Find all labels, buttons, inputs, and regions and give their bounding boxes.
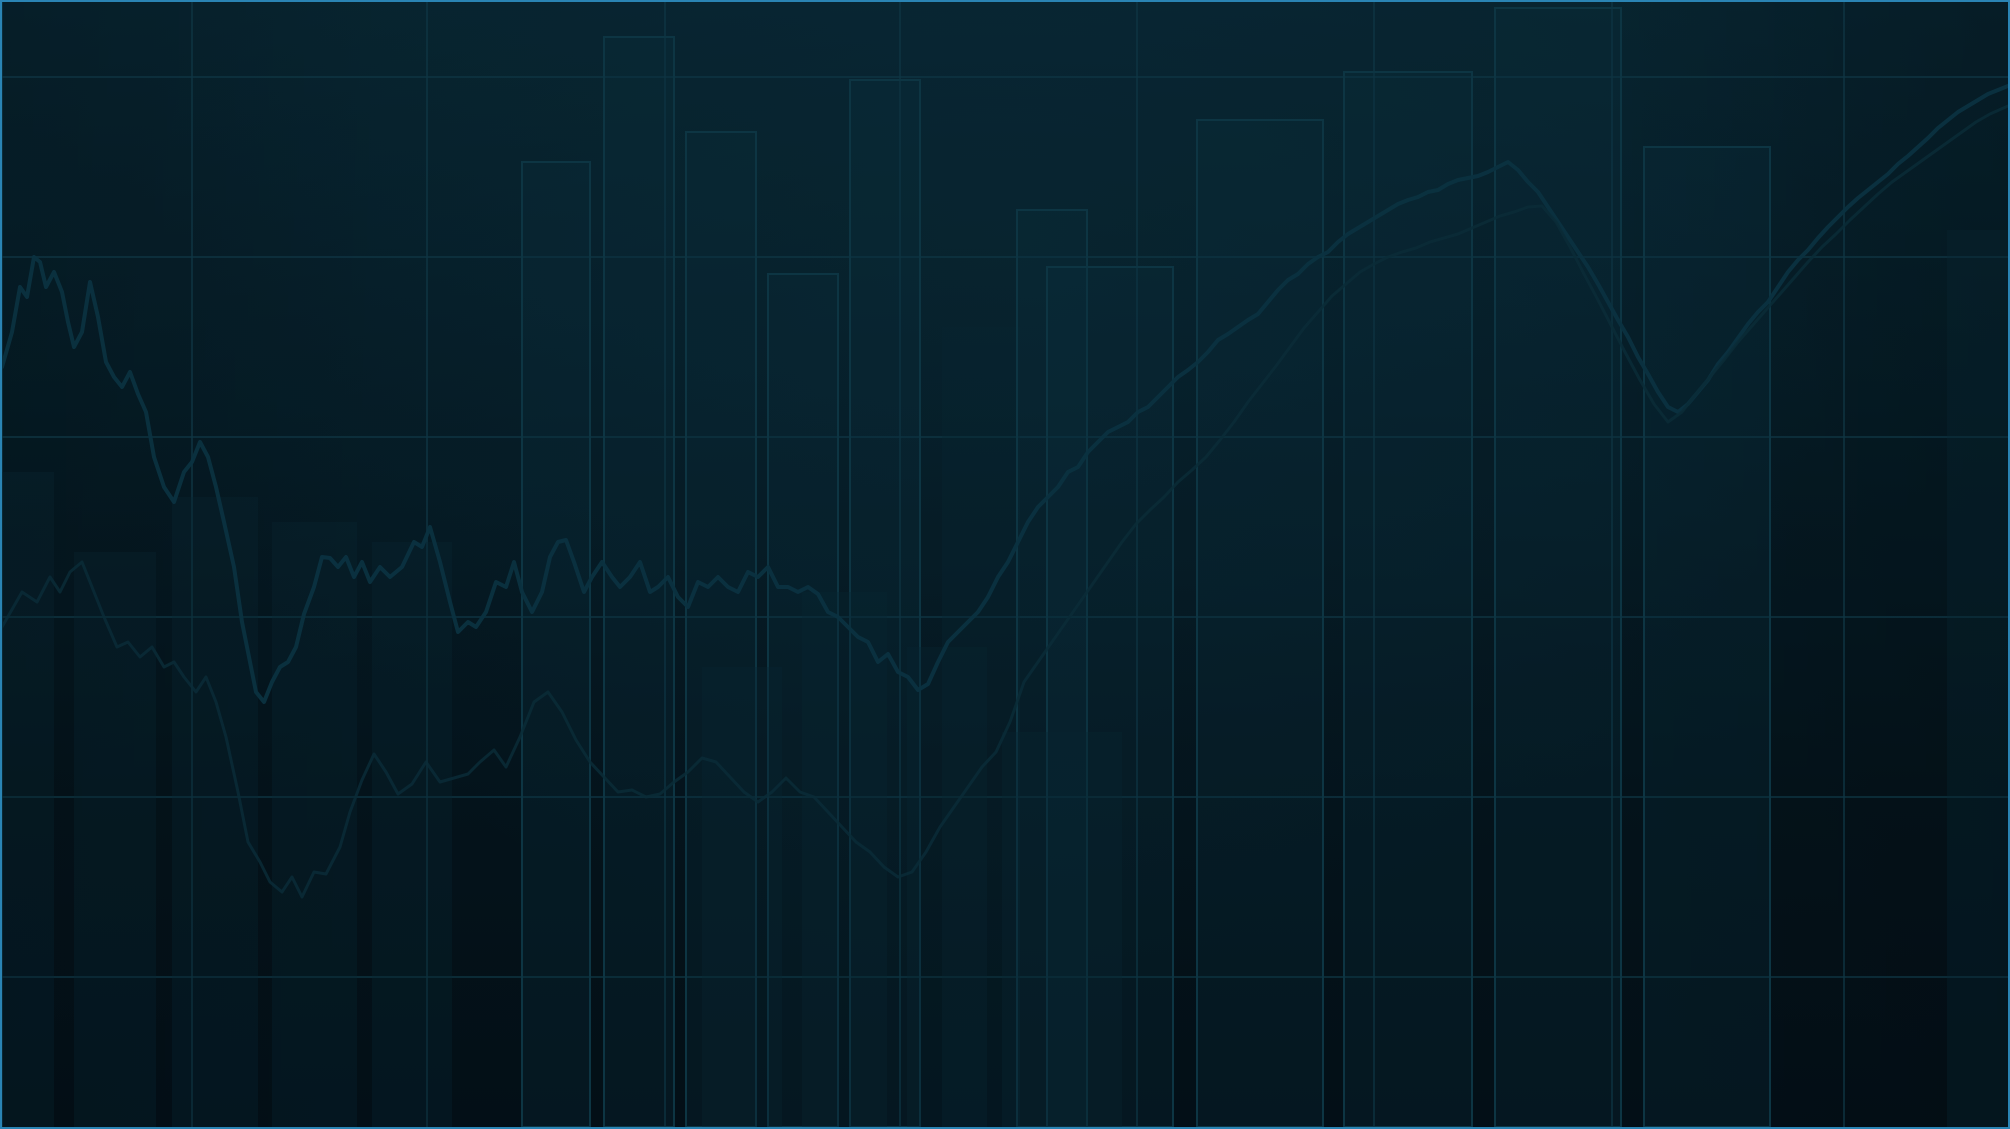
decorative-bar (272, 522, 357, 1127)
decorative-bar (372, 542, 452, 1127)
decorative-bar (1046, 266, 1174, 1127)
line-layer (2, 84, 2008, 899)
decorative-bar (1494, 7, 1622, 1127)
decorative-bar (907, 647, 987, 1127)
decorative-bar (1947, 230, 2008, 1127)
decorative-bar (702, 667, 782, 1127)
bar-layer (2, 7, 2008, 1127)
decorative-bar (172, 497, 258, 1127)
decorative-bar (74, 552, 156, 1127)
decorative-bar (1016, 209, 1088, 1127)
decorative-bar (802, 592, 887, 1127)
decorative-price-line (2, 84, 2008, 704)
decorative-bar (1343, 71, 1473, 1127)
decorative-bar (767, 273, 839, 1127)
decorative-bar (849, 79, 921, 1127)
secondary-decorative-line (2, 104, 2008, 899)
decorative-bar (1643, 146, 1771, 1127)
decorative-bar (685, 131, 757, 1127)
decorative-bar (1196, 119, 1324, 1127)
decorative-bar (521, 161, 591, 1127)
decorative-bar (1002, 732, 1122, 1127)
decorative-bar (2, 472, 54, 1127)
